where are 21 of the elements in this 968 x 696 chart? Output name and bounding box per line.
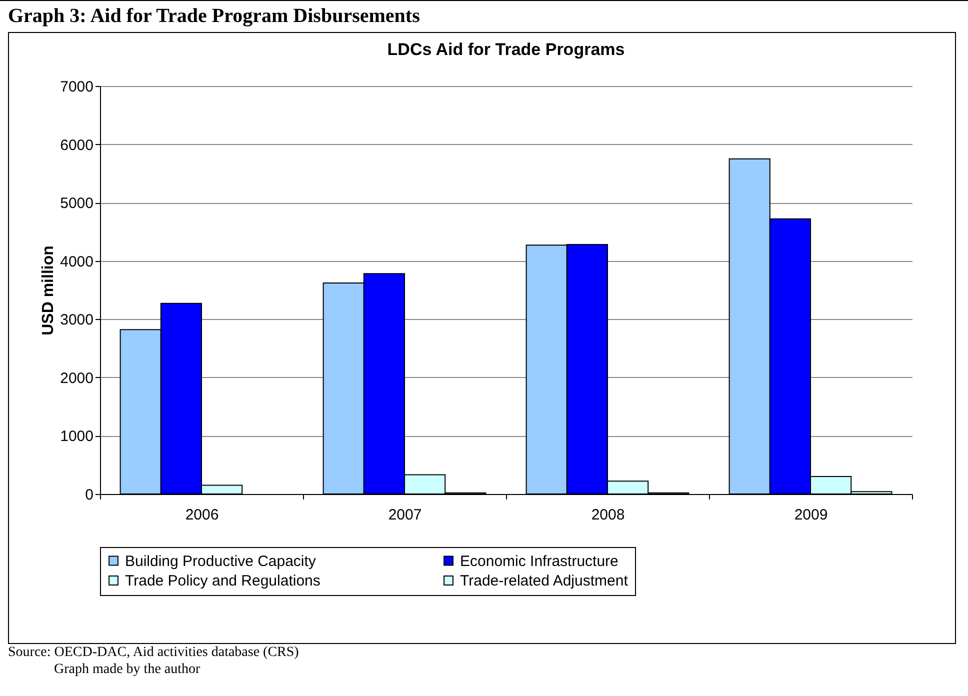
text: Graph made by the author <box>54 661 202 678</box>
y-tick-label: 4000 <box>60 253 94 270</box>
y-tick-label: 2000 <box>60 370 94 387</box>
x-tick-label: 2006 <box>185 506 219 524</box>
y-axis-title: USD million <box>40 246 58 336</box>
y-tick-label: 5000 <box>60 195 94 212</box>
chart-subtitle: LDCs Aid for Trade Programs <box>387 40 625 59</box>
source-note: Source: OECD-DAC, Aid activities database (CRS) <box>8 644 300 661</box>
legend-label: Trade Policy and Regulations <box>125 572 320 590</box>
y-tick-label: 7000 <box>60 78 94 96</box>
y-tick-label: 1000 <box>60 428 94 446</box>
y-tick-label: 6000 <box>60 136 94 154</box>
chart-title: Graph 3: Aid for Trade Program Disbursements <box>0 0 968 32</box>
x-tick-label: 2008 <box>591 506 625 524</box>
y-tick-label: 0 <box>85 486 94 504</box>
legend-label: Trade-related Adjustment <box>460 572 629 590</box>
x-tick-label: 2009 <box>794 506 828 524</box>
x-tick-label: 2007 <box>388 506 422 524</box>
legend-label: Economic Infrastructure <box>460 552 618 570</box>
legend-label: Building Productive Capacity <box>125 552 316 570</box>
y-tick-label: 3000 <box>60 312 94 329</box>
